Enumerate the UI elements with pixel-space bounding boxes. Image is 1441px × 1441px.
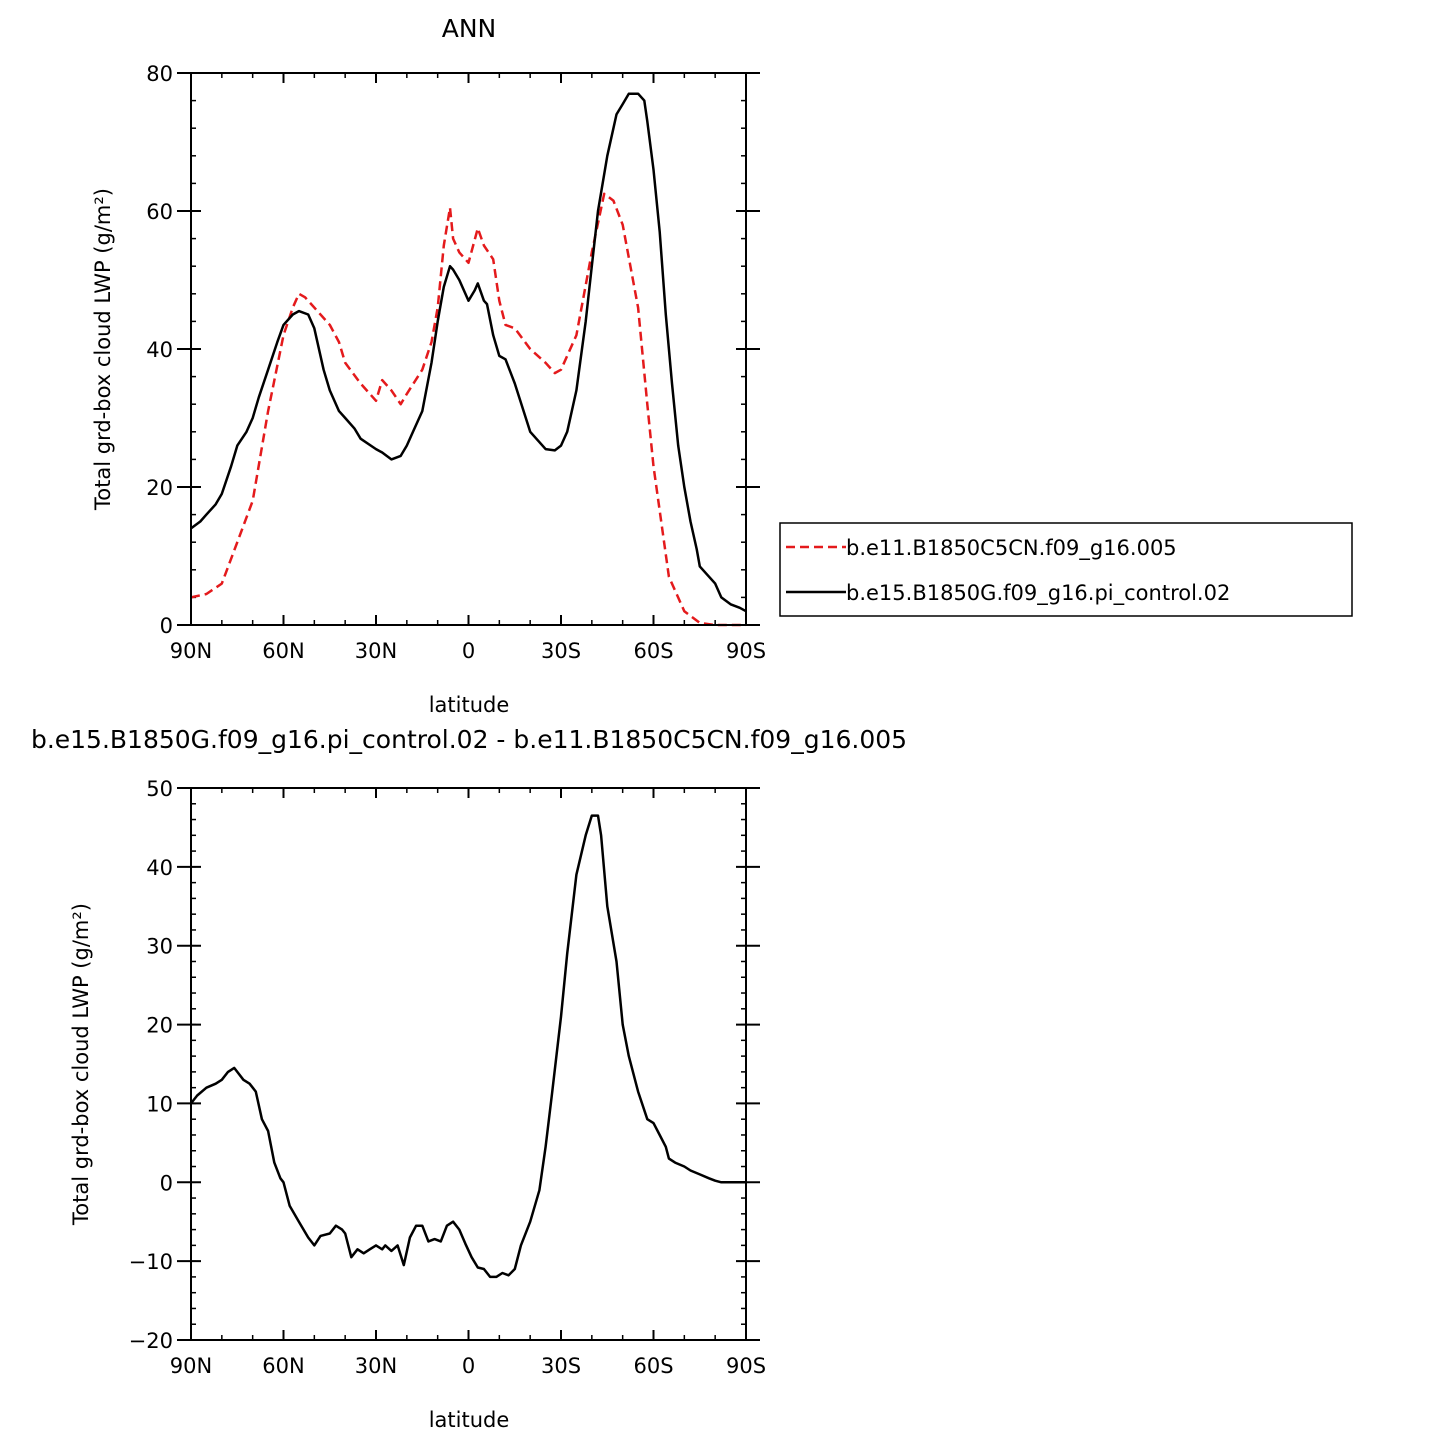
bottom-ytick-label: −20	[129, 1329, 173, 1353]
top-xtick-label: 0	[462, 639, 475, 663]
legend-entry-1: b.e11.B1850C5CN.f09_g16.005	[846, 536, 1177, 561]
top-plot: ANN 90N 60N 30N 0 30S 60S 90S 0 20 40 60 80 latitud…	[91, 14, 1353, 717]
bottom-series-line-1	[190, 814, 746, 1279]
top-xtick-label: 60N	[262, 639, 304, 663]
top-ytick-label: 80	[146, 62, 173, 86]
bottom-ytick-label: 10	[146, 1092, 173, 1116]
bottom-xtick-label: 60S	[633, 1354, 673, 1378]
bottom-ytick-label: 40	[146, 856, 173, 880]
top-axis-ticks: 90N 60N 30N 0 30S 60S 90S 0 20 40 60 80	[146, 62, 766, 663]
bottom-ytick-label: 20	[146, 1014, 173, 1038]
bottom-plot: b.e15.B1850G.f09_g16.pi_control.02 - b.e…	[31, 725, 907, 1432]
top-ytick-label: 60	[146, 200, 173, 224]
top-ytick-label: 40	[146, 338, 173, 362]
bottom-ytick-label: 0	[160, 1171, 173, 1195]
top-series-line-1	[190, 192, 746, 627]
bottom-xtick-label: 90N	[170, 1354, 212, 1378]
bottom-xlabel: latitude	[429, 1408, 510, 1432]
top-ylabel: Total grd-box cloud LWP (g/m²)	[91, 188, 115, 511]
bottom-ytick-label: −10	[129, 1250, 173, 1274]
top-legend: b.e11.B1850C5CN.f09_g16.005 b.e15.B1850G…	[779, 522, 1353, 617]
bottom-xtick-label: 30S	[541, 1354, 581, 1378]
top-xtick-label: 60S	[633, 639, 673, 663]
bottom-xtick-label: 30N	[355, 1354, 397, 1378]
legend-box	[779, 522, 1353, 617]
top-xlabel: latitude	[429, 693, 510, 717]
bottom-plot-title: b.e15.B1850G.f09_g16.pi_control.02 - b.e…	[31, 725, 907, 754]
top-xtick-label: 30N	[355, 639, 397, 663]
top-ytick-label: 20	[146, 476, 173, 500]
bottom-xtick-label: 90S	[726, 1354, 766, 1378]
top-series-lines	[190, 92, 747, 627]
bottom-ytick-label: 30	[146, 935, 173, 959]
bottom-xtick-label: 60N	[262, 1354, 304, 1378]
top-ytick-label: 0	[160, 614, 173, 638]
bottom-xtick-label: 0	[462, 1354, 475, 1378]
bottom-plot-frame	[190, 787, 747, 1341]
top-plot-title: ANN	[442, 14, 497, 43]
top-xtick-label: 30S	[541, 639, 581, 663]
bottom-series-lines	[190, 814, 746, 1279]
legend-entry-2: b.e15.B1850G.f09_g16.pi_control.02	[846, 581, 1230, 606]
top-xtick-label: 90S	[726, 639, 766, 663]
bottom-ytick-label: 50	[146, 777, 173, 801]
top-series-line-2	[190, 92, 747, 613]
top-plot-frame	[190, 72, 747, 626]
bottom-ylabel: Total grd-box cloud LWP (g/m²)	[69, 903, 93, 1226]
top-xtick-label: 90N	[170, 639, 212, 663]
